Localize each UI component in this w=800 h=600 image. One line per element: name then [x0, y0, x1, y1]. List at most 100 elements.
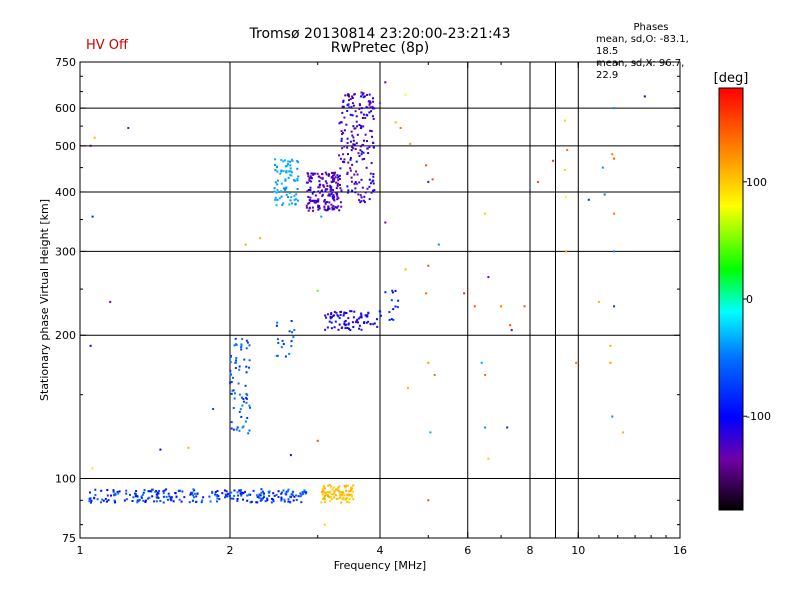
y-tick-label: 500	[55, 140, 76, 153]
data-point	[303, 490, 306, 493]
data-point	[218, 498, 221, 501]
data-point	[371, 107, 374, 110]
data-point	[229, 369, 232, 372]
data-point	[311, 206, 314, 209]
data-point	[307, 189, 310, 191]
data-point	[88, 500, 91, 503]
data-point	[575, 361, 578, 364]
data-point	[362, 96, 365, 99]
data-point	[346, 185, 349, 188]
data-point	[307, 172, 310, 175]
data-point	[360, 178, 363, 181]
data-point	[280, 491, 283, 494]
data-point	[358, 199, 361, 202]
data-point	[348, 498, 351, 500]
colorbar-tick-label: -100	[746, 410, 771, 423]
data-point	[352, 498, 355, 501]
data-point	[221, 492, 224, 495]
data-point	[168, 495, 171, 498]
data-point	[137, 500, 140, 503]
data-point	[324, 314, 327, 317]
data-point	[369, 106, 372, 109]
data-point	[323, 523, 326, 526]
data-point	[256, 501, 259, 504]
data-point	[105, 500, 108, 503]
data-point	[166, 498, 169, 501]
data-point	[243, 358, 246, 361]
data-point	[336, 182, 339, 185]
data-point	[310, 180, 313, 183]
data-point	[338, 178, 341, 180]
data-point	[317, 199, 320, 202]
data-point	[240, 346, 243, 349]
data-point	[235, 357, 238, 360]
data-point	[361, 117, 364, 119]
data-point	[194, 492, 196, 495]
data-point	[294, 203, 297, 206]
data-point	[321, 177, 324, 180]
data-point	[324, 201, 327, 204]
data-point	[338, 491, 341, 494]
data-point	[247, 432, 250, 435]
data-point	[274, 196, 277, 199]
phase-stats-heading: Phases	[633, 22, 669, 33]
data-point	[295, 193, 298, 196]
data-point	[106, 494, 109, 497]
x-tick-label: 2	[227, 544, 234, 557]
data-point	[484, 426, 487, 429]
data-point	[268, 490, 271, 493]
data-point	[245, 371, 248, 374]
data-point	[245, 365, 248, 368]
data-point	[363, 95, 366, 98]
data-point	[394, 305, 397, 308]
data-point	[359, 149, 362, 152]
data-point	[487, 457, 490, 460]
data-point	[318, 180, 321, 183]
data-point	[367, 320, 370, 323]
data-point	[188, 501, 191, 504]
data-point	[209, 500, 212, 503]
data-point	[134, 493, 137, 495]
data-point	[113, 499, 116, 502]
data-point	[399, 127, 402, 129]
data-point	[324, 209, 327, 212]
data-point	[317, 208, 320, 211]
data-point	[343, 161, 346, 164]
data-point	[314, 200, 317, 203]
data-point	[365, 166, 368, 169]
data-point	[289, 199, 292, 202]
data-point	[192, 488, 195, 491]
data-point	[321, 195, 324, 198]
data-point	[364, 314, 367, 317]
data-point	[178, 498, 181, 501]
data-point	[159, 448, 162, 451]
data-point	[307, 175, 310, 178]
data-point	[318, 207, 321, 210]
data-point	[365, 315, 368, 318]
data-point	[280, 346, 283, 349]
data-point	[263, 496, 265, 499]
phase-stats-o: mean, sd,O: -83.1, 18.5	[596, 34, 689, 57]
data-point	[368, 93, 371, 96]
chart-subtitle: RwPretec (8p)	[330, 40, 430, 56]
data-point	[356, 173, 359, 176]
data-point	[323, 199, 326, 201]
data-point	[237, 382, 240, 385]
data-point	[351, 95, 354, 98]
data-point	[324, 171, 327, 174]
data-point	[244, 420, 247, 423]
data-point	[390, 299, 393, 302]
data-point	[347, 322, 350, 325]
data-point	[301, 492, 304, 495]
data-point	[288, 170, 291, 173]
data-point	[305, 491, 308, 494]
data-point	[357, 152, 360, 155]
data-point	[351, 490, 354, 493]
data-point	[335, 497, 338, 500]
data-point	[367, 311, 370, 314]
data-point	[326, 201, 329, 203]
data-point	[282, 202, 285, 205]
data-point	[238, 393, 241, 396]
data-point	[268, 494, 271, 497]
data-point	[334, 206, 337, 209]
